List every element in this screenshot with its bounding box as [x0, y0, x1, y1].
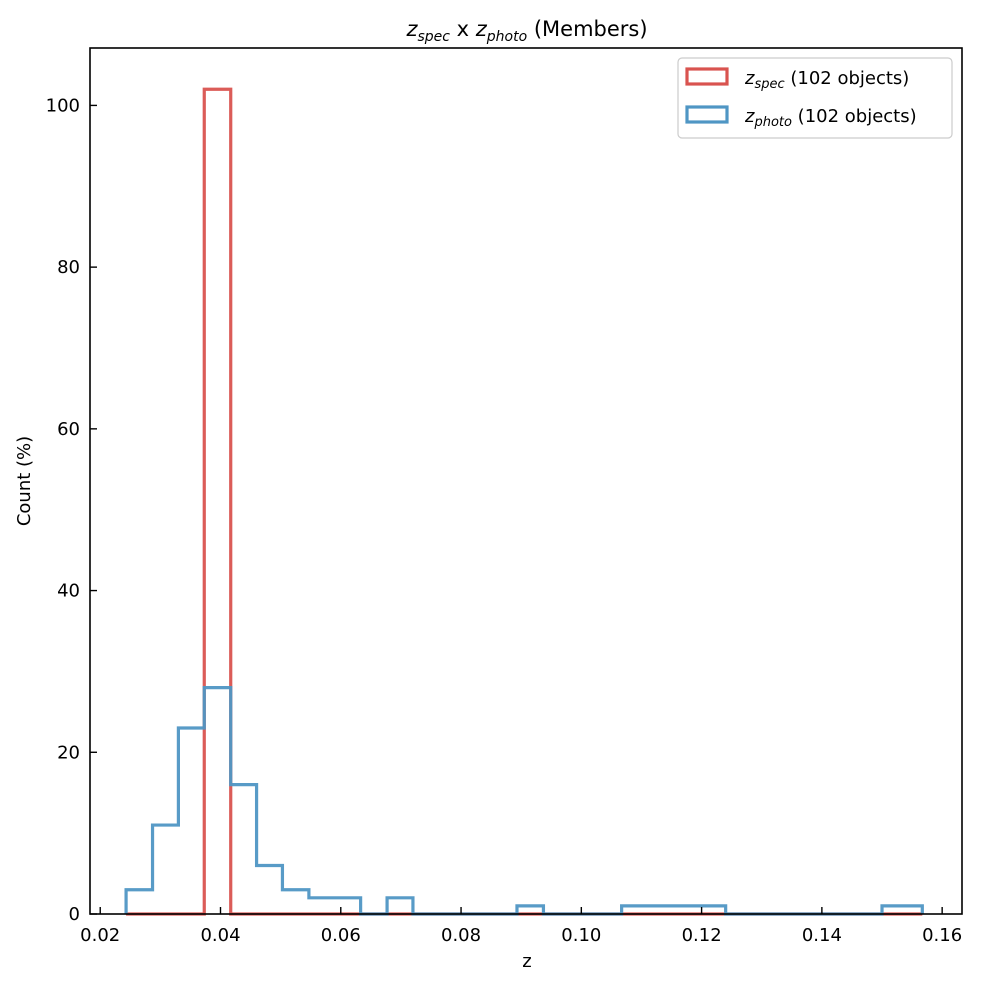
series-photo: [124, 685, 924, 916]
y-axis-ticks: 0 20 40 60 80 100: [46, 95, 97, 925]
histogram-bar: [178, 728, 204, 914]
x-axis-label: z: [522, 951, 531, 972]
histogram-bar: [387, 898, 413, 914]
series-spec-outline: [126, 87, 923, 916]
y-tick-label: 60: [57, 419, 80, 440]
histogram-bar: [282, 890, 308, 914]
plot-frame: [89, 47, 963, 915]
legend-box: [677, 57, 953, 139]
histogram-bar: [204, 89, 230, 914]
title-sub-2: photo: [486, 29, 527, 45]
histogram-bar: [335, 898, 361, 914]
histogram-bar: [153, 825, 179, 914]
title-var-2: z: [475, 17, 488, 41]
x-tick-label: 0.14: [802, 925, 842, 946]
legend-label: zspec (102 objects): [744, 68, 909, 92]
title-sub-1: spec: [417, 29, 450, 45]
chart-title: zspec x zphoto (Members): [405, 17, 647, 45]
title-var-1: z: [405, 17, 418, 41]
series-spec: [126, 87, 923, 916]
y-tick-label: 20: [57, 742, 80, 763]
legend-swatch: [685, 105, 729, 124]
y-axis-label: Count (%): [14, 436, 35, 526]
y-tick-label: 100: [46, 95, 80, 116]
histogram-bar: [204, 688, 230, 914]
title-suffix: (Members): [527, 17, 647, 41]
x-tick-label: 0.02: [80, 925, 120, 946]
histogram-bar: [309, 898, 335, 914]
x-tick-label: 0.16: [922, 925, 962, 946]
y-tick-label: 40: [57, 581, 80, 602]
y-tick-label: 80: [57, 257, 80, 278]
legend: zspec (102 objects) zphoto (102 objects): [677, 57, 953, 139]
series-photo-outline: [124, 685, 924, 916]
legend-swatch: [685, 67, 729, 86]
y-tick-label: 0: [69, 904, 80, 925]
histogram-bar: [126, 890, 152, 914]
x-tick-label: 0.06: [321, 925, 361, 946]
x-axis-ticks: 0.02 0.04 0.06 0.08 0.10 0.12 0.14 0.16: [80, 907, 962, 946]
legend-label: zphoto (102 objects): [744, 106, 917, 130]
title-separator: x: [450, 17, 476, 41]
plot-area: [124, 87, 924, 916]
x-tick-label: 0.12: [682, 925, 722, 946]
x-tick-label: 0.04: [200, 925, 240, 946]
histogram-bar: [257, 865, 283, 914]
x-tick-label: 0.10: [561, 925, 601, 946]
legend-item-photo: zphoto (102 objects): [685, 105, 917, 130]
x-tick-label: 0.08: [441, 925, 481, 946]
histogram-bar: [231, 785, 257, 914]
legend-item-spec: zspec (102 objects): [685, 67, 909, 92]
